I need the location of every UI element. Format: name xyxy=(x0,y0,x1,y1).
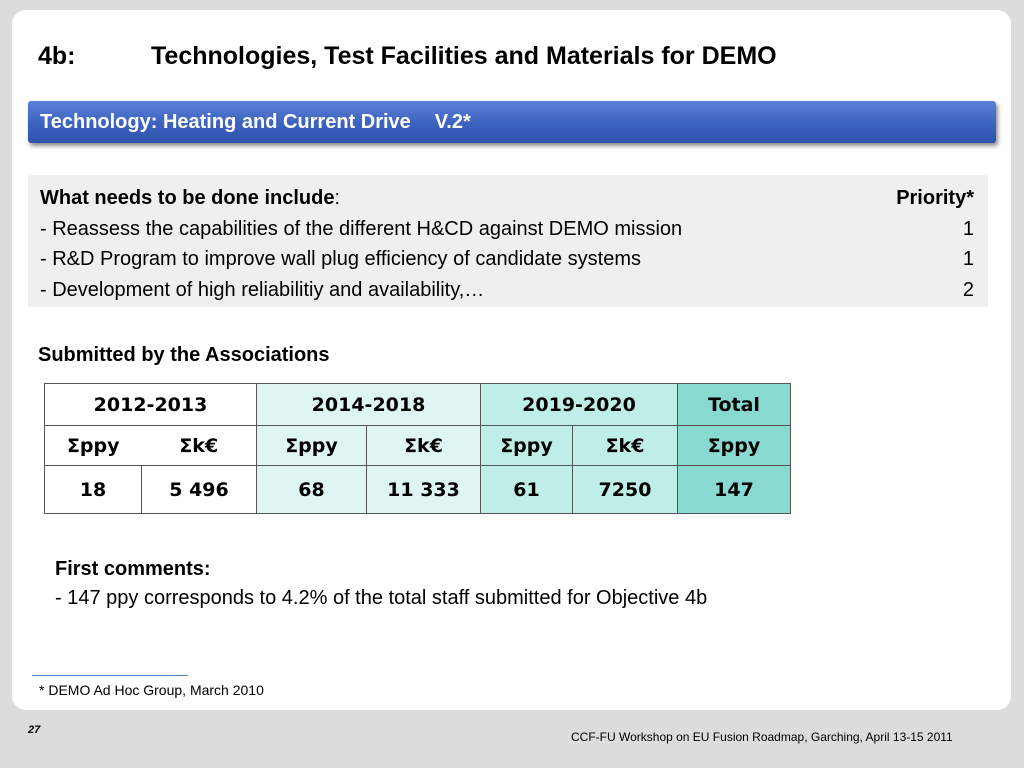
total-value-cell: 147 xyxy=(677,465,791,514)
value-cell: 7250 xyxy=(572,465,678,514)
unit-header: Σppy xyxy=(677,425,791,466)
needs-item-priority: 2 xyxy=(962,278,974,301)
value-cell: 61 xyxy=(480,465,573,514)
unit-header-row: Σppy Σk€ Σppy Σk€ Σppy Σk€ Σppy xyxy=(44,425,791,466)
period-header: 2012-2013 xyxy=(44,383,257,426)
needs-item-priority: 1 xyxy=(962,217,974,240)
technology-title: Technology: Heating and Current Drive xyxy=(40,111,411,133)
comments-line: - 147 ppy corresponds to 4.2% of the tot… xyxy=(55,587,708,609)
page-number: 27 xyxy=(28,724,41,736)
period-header: 2014-2018 xyxy=(256,383,481,426)
needs-item: - Reassess the capabilities of the diffe… xyxy=(40,214,974,245)
unit-header: Σppy xyxy=(480,425,573,466)
unit-header: Σppy xyxy=(44,425,142,466)
footnote-divider xyxy=(32,675,188,676)
needs-item-priority: 1 xyxy=(962,248,974,270)
value-cell: 68 xyxy=(256,465,367,514)
needs-header-row: What needs to be done include: Priority* xyxy=(40,183,974,214)
needs-heading-colon: : xyxy=(334,187,341,209)
objective-number: 4b: xyxy=(38,42,76,70)
needs-item: - R&D Program to improve wall plug effic… xyxy=(40,244,974,275)
value-cell: 18 xyxy=(44,465,142,514)
submitted-heading: Submitted by the Associations xyxy=(38,344,330,366)
needs-heading: What needs to be done include xyxy=(40,187,335,209)
needs-heading-wrap: What needs to be done include: xyxy=(40,183,340,214)
technology-banner: Technology: Heating and Current Drive V.2… xyxy=(28,101,996,143)
unit-header: Σk€ xyxy=(141,425,257,466)
period-header-row: 2012-2013 2014-2018 2019-2020 Total xyxy=(44,383,791,426)
slide-title: 4b: Technologies, Test Facilities and Mat… xyxy=(38,42,777,71)
comments-heading: First comments: xyxy=(55,558,211,580)
priority-label: Priority* xyxy=(896,187,974,209)
resource-table: 2012-2013 2014-2018 2019-2020 Total Σppy… xyxy=(44,383,791,514)
objective-title: Technologies, Test Facilities and Materi… xyxy=(151,42,777,70)
version-label: V.2* xyxy=(434,111,471,133)
footnote: * DEMO Ad Hoc Group, March 2010 xyxy=(39,682,264,698)
total-header: Total xyxy=(677,383,791,426)
values-row: 18 5 496 68 11 333 61 7250 147 xyxy=(44,465,791,514)
value-cell: 5 496 xyxy=(141,465,257,514)
unit-header: Σk€ xyxy=(366,425,481,466)
footer-text: CCF-FU Workshop on EU Fusion Roadmap, Ga… xyxy=(571,730,953,744)
value-cell: 11 333 xyxy=(366,465,481,514)
unit-header: Σppy xyxy=(256,425,367,466)
needs-item: - Development of high reliabilitiy and a… xyxy=(40,275,974,306)
needs-box: What needs to be done include: Priority*… xyxy=(28,175,988,307)
needs-item-text: - Reassess the capabilities of the diffe… xyxy=(40,217,683,240)
comments-block: First comments: - 147 ppy corresponds to… xyxy=(55,555,707,613)
needs-item-text: - R&D Program to improve wall plug effic… xyxy=(40,248,641,270)
period-header: 2019-2020 xyxy=(480,383,678,426)
needs-item-text: - Development of high reliabilitiy and a… xyxy=(40,278,485,301)
unit-header: Σk€ xyxy=(572,425,678,466)
